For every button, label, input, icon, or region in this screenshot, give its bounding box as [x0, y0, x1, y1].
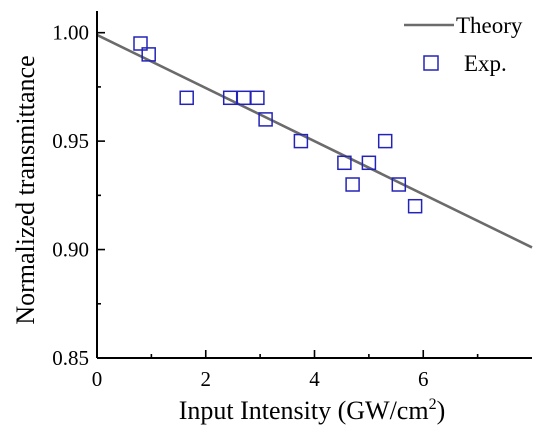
exp-point [258, 112, 273, 127]
x-axis-title-end: ) [437, 396, 446, 425]
exp-point [236, 90, 252, 106]
x-axis-title-main: Input Intensity (GW/cm [179, 396, 429, 425]
exp-point [141, 47, 156, 62]
x-axis-title-sup: 2 [429, 396, 437, 413]
legend: Theory Exp. [404, 13, 523, 76]
exp-point [361, 155, 377, 171]
y-tick-label: 0.95 [52, 129, 89, 153]
legend-theory-label: Theory [456, 13, 523, 38]
exp-point [391, 177, 407, 192]
exp-point [250, 90, 265, 106]
y-tick-label: 0.90 [52, 238, 89, 262]
axes: 0 2 4 6 0.85 0.90 0.95 1.00 [52, 11, 532, 391]
x-tick-label: 0 [92, 367, 103, 391]
exp-point [293, 133, 309, 149]
y-axis-title: Normalized transmittance [11, 55, 40, 324]
y-tick-label: 1.00 [52, 21, 89, 45]
x-tick-label: 6 [418, 367, 429, 391]
y-tick-label: 0.85 [52, 346, 89, 370]
exp-point [337, 155, 352, 171]
plot-marks [96, 33, 533, 249]
exp-point [345, 177, 360, 192]
exp-point [179, 90, 194, 106]
x-tick-label: 2 [201, 367, 212, 391]
x-axis-title: Input Intensity (GW/cm2) [179, 396, 446, 425]
legend-exp-swatch [423, 55, 439, 71]
exp-point [377, 133, 393, 149]
exp-point [133, 36, 148, 51]
exp-point [407, 198, 423, 214]
legend-exp-label: Exp. [464, 51, 507, 76]
x-tick-label: 4 [309, 367, 320, 391]
theory-line [96, 33, 533, 249]
